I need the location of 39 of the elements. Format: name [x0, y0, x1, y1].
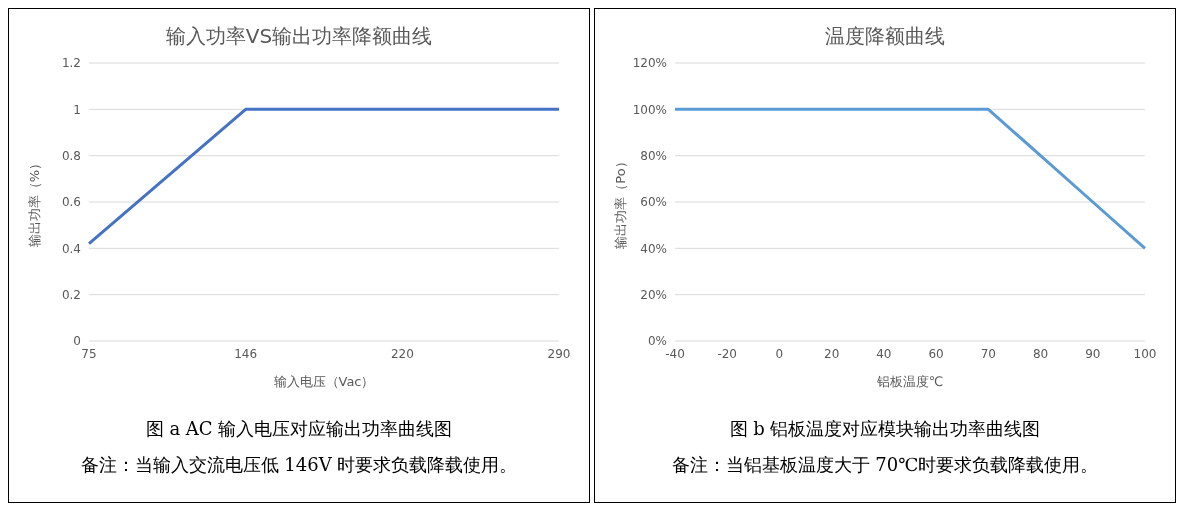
x-tick-label: 40: [876, 346, 892, 361]
x-tick-label: 80: [1032, 346, 1049, 361]
x-axis-title: 输入电压（Vac）: [273, 374, 375, 389]
x-axis-title: 铝板温度℃: [875, 374, 944, 389]
y-tick-label: 0.6: [61, 195, 81, 210]
y-tick-label: 0.2: [61, 287, 81, 302]
text: 备注：当输入交流电压低 146V 时要求负载降载使用。: [79, 453, 519, 477]
y-tick-label: 20%: [640, 287, 667, 302]
x-tick-label: -40: [665, 346, 685, 361]
y-tick-label: 0.8: [61, 148, 81, 163]
text: 图 a AC 输入电压对应输出功率曲线图: [144, 417, 454, 441]
x-tick-label: -20: [717, 346, 738, 361]
y-tick-label: 0%: [647, 334, 667, 349]
y-axis-title: 输出功率（%）: [26, 156, 42, 248]
text: 图 b 铝板温度对应模块输出功率曲线图: [728, 417, 1042, 441]
y-axis-title: 输出功率（Po）: [612, 155, 628, 249]
y-tick-label: 0.4: [61, 241, 81, 256]
x-tick-label: 290: [547, 346, 571, 361]
chart-title: 输入功率VS输出功率降额曲线: [164, 23, 434, 50]
y-tick-label: 40%: [640, 241, 667, 256]
y-tick-label: 1.2: [61, 56, 81, 71]
x-tick-label: 220: [390, 346, 414, 361]
x-tick-label: 20: [824, 346, 840, 361]
y-tick-label: 80%: [640, 148, 667, 163]
x-tick-label: 146: [234, 346, 258, 361]
line-series: [673, 107, 1147, 250]
x-tick-label: 90: [1085, 346, 1101, 361]
y-tick-label: 1: [73, 102, 81, 117]
y-tick-label: 100%: [632, 102, 667, 117]
y-tick-label: 120%: [632, 56, 667, 71]
x-tick-label: 100: [1133, 346, 1157, 361]
x-tick-label: 60: [928, 346, 944, 361]
chart-title: 温度降额曲线: [824, 23, 946, 50]
x-tick-label: 70: [980, 346, 996, 361]
text: 备注：当铝基板温度大于 70℃时要求负载降载使用。: [670, 453, 1100, 477]
y-tick-label: 0: [73, 334, 81, 349]
x-tick-label: 0: [775, 346, 784, 361]
y-tick-label: 60%: [640, 195, 667, 210]
x-tick-label: 75: [81, 346, 97, 361]
